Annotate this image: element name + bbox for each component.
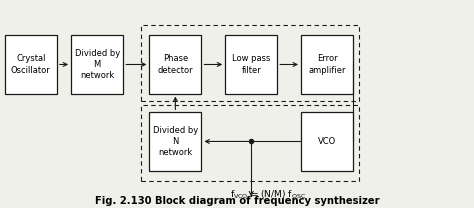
Text: f$_\mathregular{VCO}$ = (N/M) f$_\mathregular{OSC}$: f$_\mathregular{VCO}$ = (N/M) f$_\mathre… [230,188,306,201]
Text: Divided by
N
network: Divided by N network [153,126,198,157]
Text: VCO: VCO [318,137,336,146]
Bar [149,35,201,94]
Text: Divided by
M
network: Divided by M network [74,49,120,80]
Bar [141,105,359,181]
Bar [5,35,57,94]
Bar [301,112,353,171]
Bar [149,112,201,171]
Text: Error
amplifier: Error amplifier [308,54,346,74]
Text: Fig. 2.130 Block diagram of frequency synthesizer: Fig. 2.130 Block diagram of frequency sy… [95,196,379,206]
Bar [301,35,353,94]
Text: Crystal
Oscillator: Crystal Oscillator [11,54,51,74]
Text: Phase
detector: Phase detector [157,54,193,74]
Bar [71,35,123,94]
Text: Low pass
filter: Low pass filter [232,54,270,74]
Bar [225,35,277,94]
Bar [141,25,359,101]
